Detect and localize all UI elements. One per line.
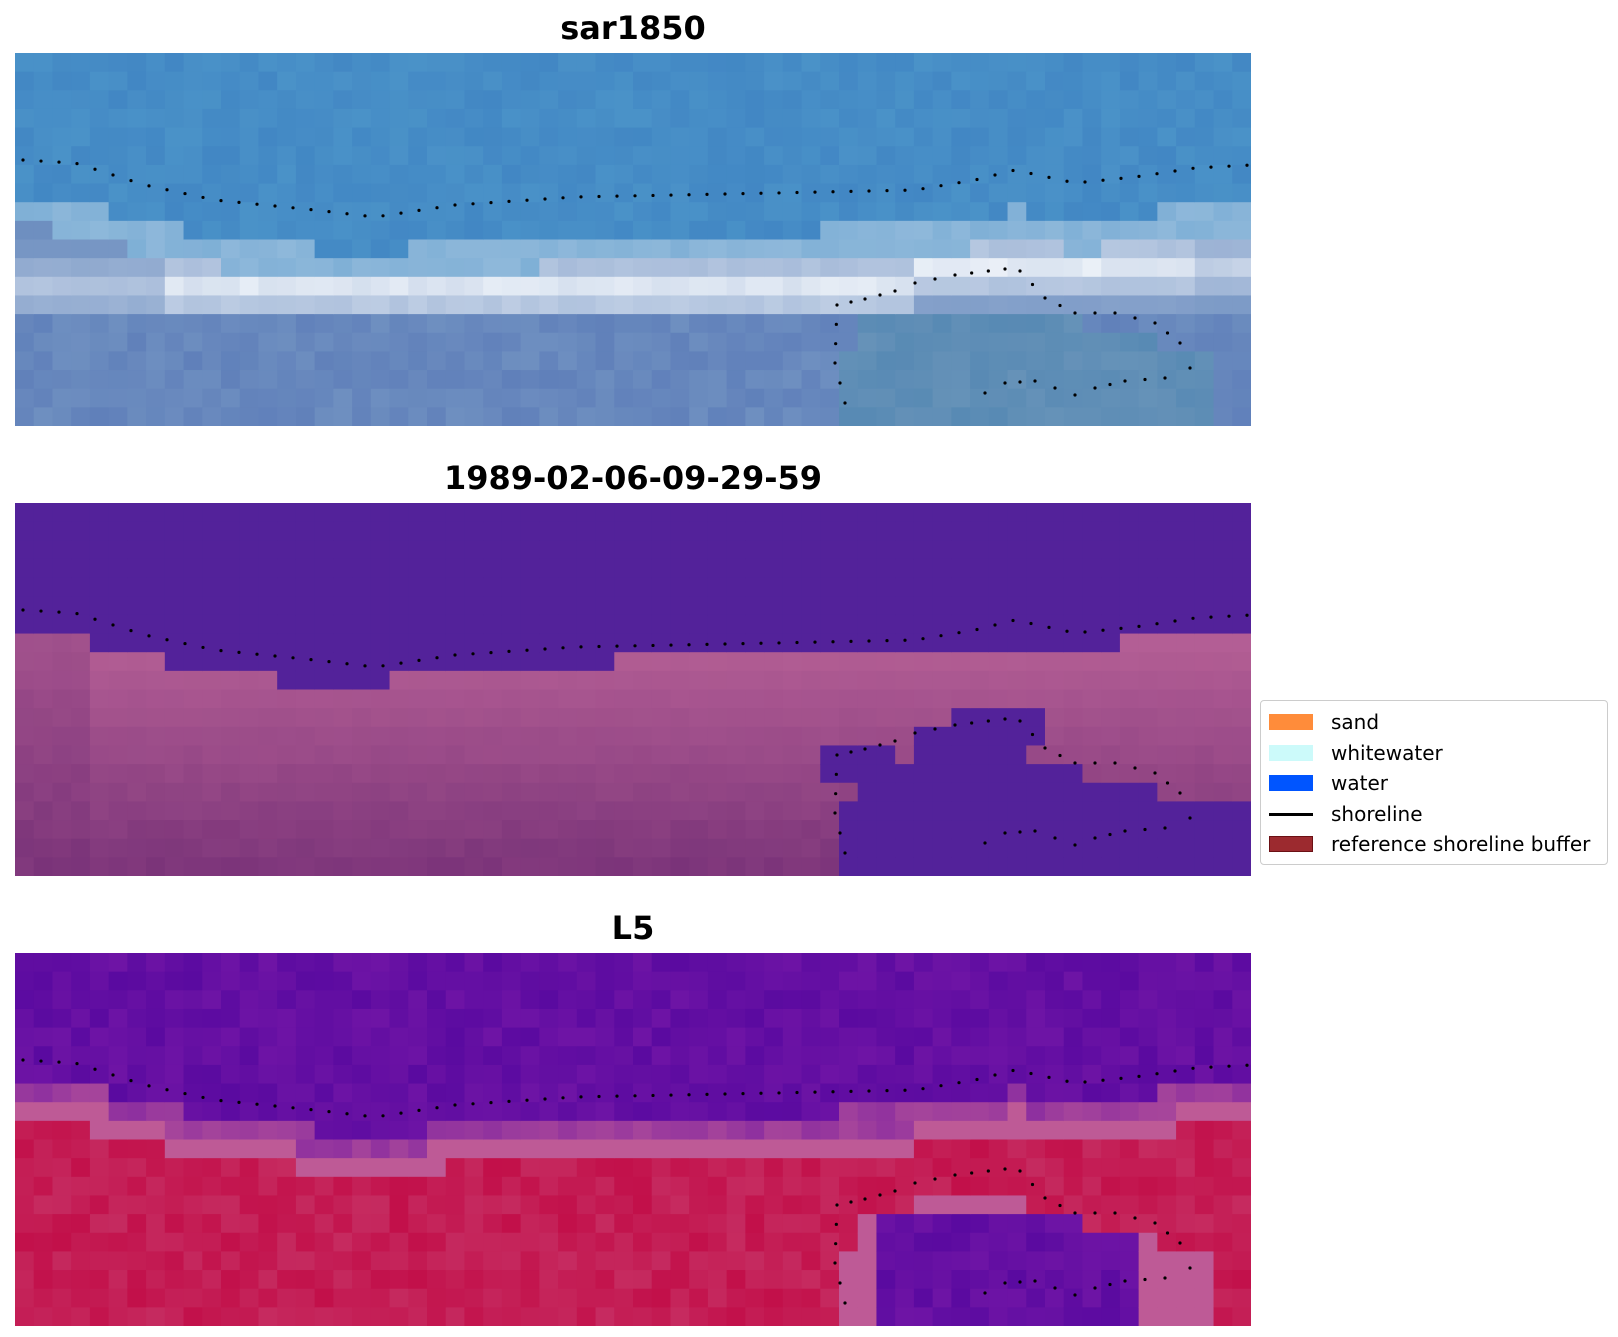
classified-image-panel	[15, 503, 1251, 876]
sand-swatch	[1269, 714, 1313, 731]
rgb-image-panel	[15, 53, 1251, 426]
shoreline-line-swatch	[1269, 806, 1313, 822]
legend-item-reference-buffer: reference shoreline buffer	[1269, 829, 1599, 860]
classified-image	[15, 503, 1251, 876]
mndwi-image-panel	[15, 953, 1251, 1326]
legend-item-water: water	[1269, 768, 1599, 799]
shoreline-dots	[21, 158, 1249, 405]
mndwi-image	[15, 953, 1251, 1326]
legend-label-water: water	[1331, 771, 1388, 796]
legend-label-sand: sand	[1331, 710, 1380, 735]
whitewater-swatch	[1269, 744, 1313, 761]
legend-label-shoreline: shoreline	[1331, 801, 1423, 826]
legend-item-shoreline: shoreline	[1269, 799, 1599, 830]
legend-label-whitewater: whitewater	[1331, 740, 1443, 765]
legend: sand whitewater water shoreline referenc…	[1260, 700, 1608, 865]
reference-buffer-swatch	[1269, 836, 1313, 853]
legend-item-whitewater: whitewater	[1269, 738, 1599, 769]
water-swatch	[1269, 775, 1313, 792]
shoreline-dots	[21, 608, 1249, 855]
legend-label-reference-buffer: reference shoreline buffer	[1331, 832, 1591, 857]
legend-item-sand: sand	[1269, 707, 1599, 738]
panel-title-classified: 1989-02-06-09-29-59	[443, 459, 823, 497]
panel-title-mndwi: L5	[611, 909, 655, 947]
rgb-image	[15, 53, 1251, 426]
panel-title-rgb: sar1850	[560, 9, 706, 47]
shoreline-dots	[21, 1058, 1249, 1305]
